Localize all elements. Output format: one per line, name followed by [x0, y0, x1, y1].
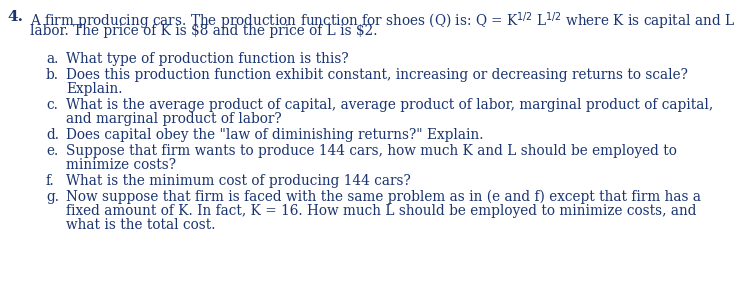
Text: labor. The price of K is \$8 and the price of L is \$2.: labor. The price of K is \$8 and the pri… — [30, 24, 377, 38]
Text: fixed amount of K. In fact, K = 16. How much L should be employed to minimize co: fixed amount of K. In fact, K = 16. How … — [66, 204, 697, 218]
Text: a.: a. — [46, 52, 59, 66]
Text: Now suppose that firm is faced with the same problem as in (e and f) except that: Now suppose that firm is faced with the … — [66, 190, 701, 204]
Text: e.: e. — [46, 144, 58, 158]
Text: minimize costs?: minimize costs? — [66, 158, 176, 172]
Text: What type of production function is this?: What type of production function is this… — [66, 52, 349, 66]
Text: Explain.: Explain. — [66, 82, 123, 96]
Text: and marginal product of labor?: and marginal product of labor? — [66, 112, 282, 126]
Text: What is the average product of capital, average product of labor, marginal produ: What is the average product of capital, … — [66, 98, 713, 112]
Text: c.: c. — [46, 98, 58, 112]
Text: Does capital obey the "law of diminishing returns?" Explain.: Does capital obey the "law of diminishin… — [66, 128, 484, 142]
Text: A firm producing cars. The production function for shoes (Q) is: Q = K$^{1/2}$ L: A firm producing cars. The production fu… — [30, 10, 734, 32]
Text: 4.: 4. — [7, 10, 23, 24]
Text: g.: g. — [46, 190, 59, 204]
Text: f.: f. — [46, 174, 55, 188]
Text: what is the total cost.: what is the total cost. — [66, 218, 216, 232]
Text: What is the minimum cost of producing 144 cars?: What is the minimum cost of producing 14… — [66, 174, 411, 188]
Text: d.: d. — [46, 128, 59, 142]
Text: Suppose that firm wants to produce 144 cars, how much K and L should be employed: Suppose that firm wants to produce 144 c… — [66, 144, 677, 158]
Text: Does this production function exhibit constant, increasing or decreasing returns: Does this production function exhibit co… — [66, 68, 688, 82]
Text: b.: b. — [46, 68, 59, 82]
